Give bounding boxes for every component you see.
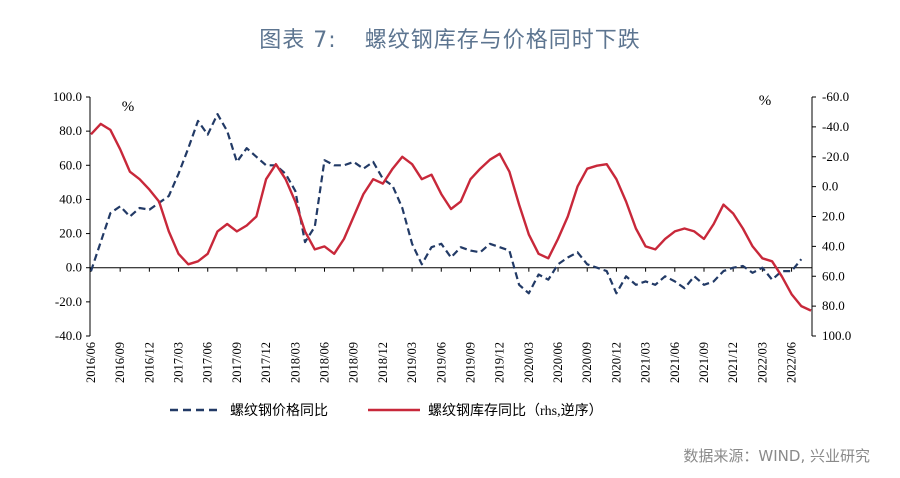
x-tick-label: 2016/09 [113, 342, 127, 383]
x-tick-label: 2022/03 [755, 342, 769, 383]
figure-label: 图表 7: [259, 28, 337, 53]
x-tick-label: 2021/03 [639, 342, 653, 383]
source-note: 数据来源：WIND, 兴业研究 [683, 447, 870, 465]
right-tick-label: 60.0 [822, 268, 845, 283]
x-tick-label: 2018/03 [288, 342, 302, 383]
legend-price-label: 螺纹钢价格同比 [230, 403, 328, 419]
x-tick-label: 2021/12 [726, 342, 740, 383]
left-tick-label: 0.0 [66, 260, 82, 275]
x-tick-label: 2016/12 [142, 342, 156, 383]
right-tick-label: -40.0 [822, 119, 849, 134]
left-tick-label: 20.0 [59, 226, 82, 241]
x-tick-label: 2022/06 [785, 342, 799, 383]
legend-inventory-label: 螺纹钢库存同比（rhs,逆序） [428, 403, 603, 419]
x-tick-label: 2021/09 [697, 342, 711, 383]
x-tick-label: 2016/06 [84, 342, 98, 383]
left-tick-label: 100.0 [53, 89, 82, 104]
x-tick-label: 2020/06 [551, 342, 565, 383]
figure-title: 螺纹钢库存与价格同时下跌 [364, 28, 641, 53]
right-tick-label: -60.0 [822, 89, 849, 104]
inventory-yoy-series-line [90, 122, 812, 312]
x-tick-label: 2017/12 [259, 342, 273, 383]
right-tick-label: 100.0 [822, 328, 851, 343]
x-tick-label: 2021/06 [668, 342, 682, 383]
x-tick-label: 2020/09 [580, 342, 594, 383]
x-tick-label: 2020/12 [609, 342, 623, 383]
x-tick-label: 2017/03 [172, 342, 186, 383]
left-tick-label: 80.0 [59, 123, 82, 138]
x-tick-label: 2018/12 [376, 342, 390, 383]
x-tick-label: 2019/12 [493, 342, 507, 383]
chart-title: 图表 7: 螺纹钢库存与价格同时下跌 [0, 22, 900, 54]
x-tick-label: 2020/03 [522, 342, 536, 383]
left-unit-label: % [122, 99, 135, 115]
left-tick-label: -40.0 [55, 328, 82, 343]
right-tick-label: 80.0 [822, 298, 845, 313]
x-tick-label: 2017/09 [230, 342, 244, 383]
right-tick-label: 40.0 [822, 238, 845, 253]
x-tick-label: 2018/09 [347, 342, 361, 383]
left-tick-label: -20.0 [55, 294, 82, 309]
right-tick-label: 0.0 [822, 179, 838, 194]
x-tick-label: 2019/09 [463, 342, 477, 383]
price-yoy-series-line [89, 112, 803, 295]
x-tick-label: 2019/06 [434, 342, 448, 383]
left-tick-label: 40.0 [59, 191, 82, 206]
right-unit-label: % [759, 93, 772, 109]
left-tick-label: 60.0 [59, 157, 82, 172]
x-tick-label: 2019/03 [405, 342, 419, 383]
x-tick-label: 2018/06 [318, 342, 332, 383]
right-tick-label: -20.0 [822, 149, 849, 164]
right-tick-label: 20.0 [822, 209, 845, 224]
x-tick-label: 2017/06 [201, 342, 215, 383]
